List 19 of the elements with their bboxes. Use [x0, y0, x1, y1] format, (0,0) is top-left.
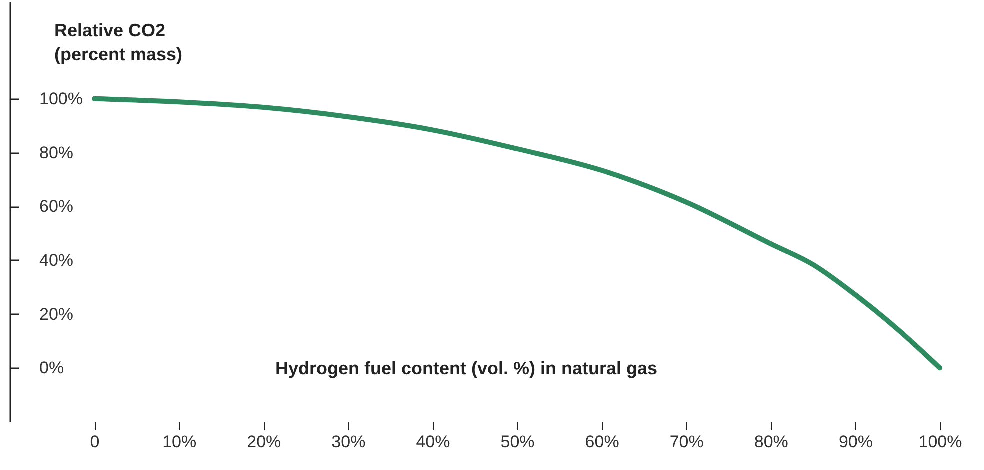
x-axis-title: Hydrogen fuel content (vol. %) in natural gas [276, 358, 658, 378]
y-tick-label: 80% [40, 143, 74, 162]
y-tick-label: 20% [40, 304, 74, 324]
x-tick-label: 60% [585, 432, 620, 452]
y-tick-label: 0% [40, 358, 64, 378]
x-tick-label: 100% [918, 432, 962, 452]
x-tick-label: 80% [754, 432, 788, 452]
y-tick-label: 40% [40, 250, 74, 270]
x-tick-label: 30% [332, 432, 366, 452]
x-tick-label: 90% [838, 432, 873, 452]
y-axis-title: Relative CO2 (percent mass) [54, 20, 183, 64]
y-tick-label: 100% [40, 89, 83, 108]
x-tick-label: 20% [247, 432, 282, 452]
x-tick-label: 70% [670, 432, 704, 452]
x-tick-label: 10% [162, 432, 197, 452]
x-tick-label: 0 [90, 432, 100, 452]
x-tick-label: 50% [500, 432, 535, 452]
x-tick-label: 40% [416, 432, 450, 452]
y-tick-label: 60% [40, 197, 74, 216]
